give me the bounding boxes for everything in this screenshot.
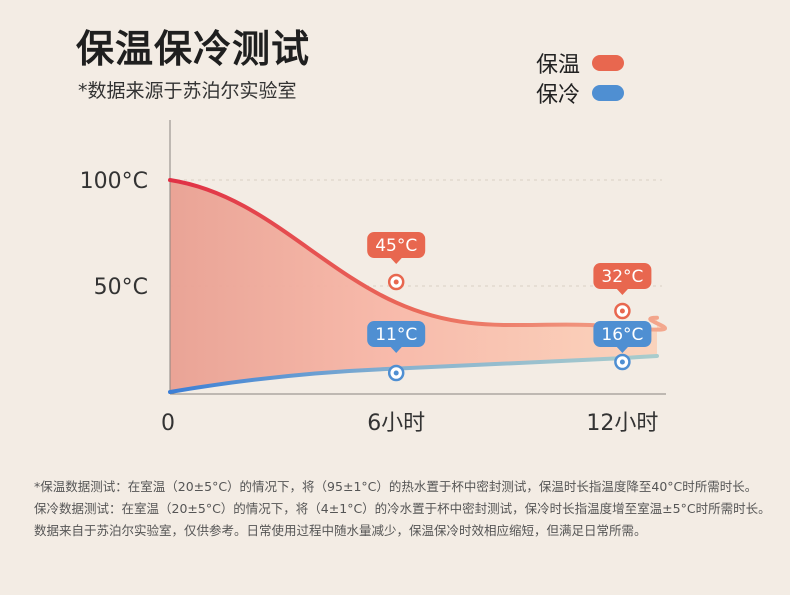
x-tick-label-0: 0 bbox=[161, 411, 175, 436]
svg-text:45°C: 45°C bbox=[375, 236, 417, 256]
svg-text:32°C: 32°C bbox=[601, 267, 643, 287]
cold-label-1: 16°C bbox=[593, 321, 652, 353]
legend-label-cold: 保冷 bbox=[536, 83, 581, 108]
cold-label-0: 11°C bbox=[367, 321, 426, 353]
x-tick-label-1: 6小时 bbox=[367, 411, 425, 436]
cold-point-0-dot bbox=[393, 370, 399, 376]
y-tick-label-0: 100°C bbox=[80, 169, 148, 194]
svg-text:11°C: 11°C bbox=[375, 325, 417, 345]
cold-point-1-dot bbox=[619, 359, 625, 365]
footnote-warm-test: *保温数据测试：在室温（20±5°C）的情况下，将（95±1°C）的热水置于杯中… bbox=[34, 479, 758, 494]
footnote-disclaimer: 数据来自于苏泊尔实验室，仅供参考。日常使用过程中随水量减少，保温保冷时效相应缩短… bbox=[34, 523, 647, 538]
temperature-chart: 100°C 50°C 0 6小时 12小时 45°C 32°C 11°C 16°C bbox=[80, 120, 667, 436]
legend-swatch-cold bbox=[592, 85, 624, 101]
legend-item-warm: 保温 bbox=[536, 48, 624, 78]
page-title: 保温保冷测试 bbox=[76, 27, 311, 71]
footnote-cold-test: 保冷数据测试：在室温（20±5°C）的情况下，将（4±1°C）的冷水置于杯中密封… bbox=[34, 501, 771, 516]
legend-label-warm: 保温 bbox=[536, 53, 581, 78]
warm-point-1-dot bbox=[619, 308, 625, 314]
x-tick-label-2: 12小时 bbox=[586, 411, 658, 436]
footnotes: *保温数据测试：在室温（20±5°C）的情况下，将（95±1°C）的热水置于杯中… bbox=[34, 476, 774, 542]
warm-label-1: 32°C bbox=[593, 263, 652, 295]
warm-label-0: 45°C bbox=[367, 232, 426, 264]
warm-series-line bbox=[168, 178, 667, 332]
legend-swatch-warm bbox=[592, 55, 624, 71]
y-tick-label-1: 50°C bbox=[94, 275, 148, 300]
range-area bbox=[170, 180, 665, 392]
legend-item-cold: 保冷 bbox=[536, 78, 624, 108]
legend: 保温 保冷 bbox=[536, 48, 624, 108]
svg-text:16°C: 16°C bbox=[601, 325, 643, 345]
warm-point-0-dot bbox=[393, 279, 399, 285]
data-source-note: *数据来源于苏泊尔实验室 bbox=[78, 80, 297, 102]
